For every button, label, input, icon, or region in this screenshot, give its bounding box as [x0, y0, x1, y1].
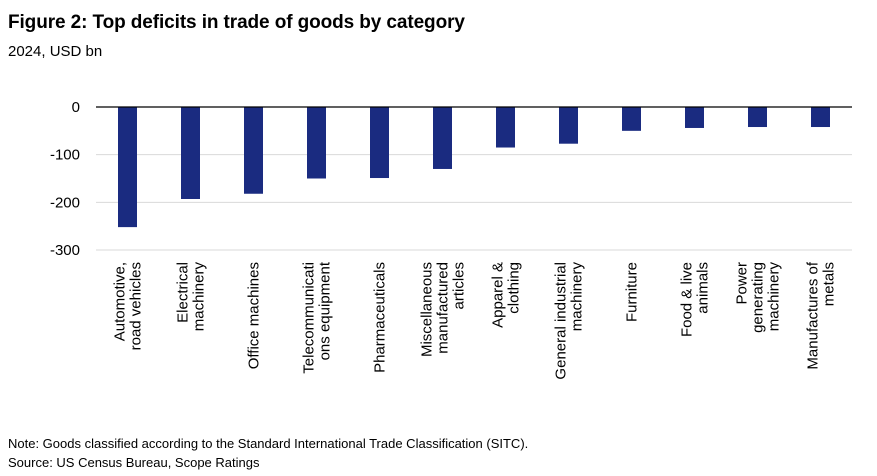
bar: [748, 107, 767, 128]
category-label-line: ons equipment: [317, 261, 334, 360]
category-label-line: Office machines: [246, 262, 263, 369]
category-label-line: machinery: [766, 262, 783, 332]
category-label-line: clothing: [506, 262, 523, 314]
y-tick-label: -300: [50, 242, 80, 259]
category-label: Office machines: [246, 262, 263, 369]
bar: [496, 107, 515, 148]
bar: [244, 107, 263, 194]
bar: [685, 107, 704, 128]
bars: [118, 107, 830, 228]
category-label: Automotive, road vehicles: [112, 262, 145, 350]
bar: [307, 107, 326, 179]
category-label: Electrical machinery: [175, 262, 208, 332]
category-label-line: Apparel &: [490, 262, 507, 328]
category-label-line: General industrial: [553, 262, 570, 380]
category-label-line: Furniture: [624, 262, 641, 322]
chart-source: Source: US Census Bureau, Scope Ratings: [8, 455, 260, 470]
bar: [370, 107, 389, 179]
y-axis-ticks: 0 -100 -200 -300: [50, 99, 80, 259]
bar: [118, 107, 137, 228]
category-label-line: metals: [821, 262, 838, 306]
gridlines: [96, 154, 852, 251]
category-label: Miscellaneous manufactured articles: [419, 262, 468, 357]
category-label-line: Pharmaceuticals: [372, 262, 389, 373]
category-label-line: Power: [734, 262, 751, 305]
category-label-line: animals: [695, 262, 712, 314]
bar: [559, 107, 578, 144]
y-tick-label: 0: [72, 99, 80, 116]
category-label-line: road vehicles: [128, 262, 145, 350]
category-label: Telecommunicati ons equipment: [301, 261, 334, 374]
chart-subtitle: 2024, USD bn: [8, 43, 103, 60]
category-label-line: manufactured: [435, 262, 452, 354]
y-tick-label: -200: [50, 194, 80, 211]
chart-note: Note: Goods classified according to the …: [8, 436, 529, 451]
category-label-line: generating: [750, 262, 767, 333]
y-tick-label: -100: [50, 147, 80, 164]
category-label-line: machinery: [191, 262, 208, 332]
bar-chart: 0 -100 -200 -300 Automotive, road vehicles El…: [50, 99, 852, 380]
category-label-line: Food & live: [679, 262, 696, 337]
bar: [811, 107, 830, 128]
category-labels: Automotive, road vehicles Electrical machin…: [112, 261, 838, 379]
bar: [433, 107, 452, 169]
category-label-line: Automotive,: [112, 262, 129, 341]
category-label-line: articles: [451, 262, 468, 310]
category-label-line: Electrical: [175, 262, 192, 323]
category-label: Food & live animals: [679, 262, 712, 337]
category-label-line: Telecommunicati: [301, 262, 318, 374]
category-label: General industrial machinery: [553, 262, 586, 380]
category-label-line: machinery: [569, 262, 586, 332]
category-label-line: Miscellaneous: [419, 262, 436, 357]
category-label: Apparel & clothing: [490, 262, 523, 328]
bar: [181, 107, 200, 199]
bar: [622, 107, 641, 131]
category-label: Manufactures of metals: [805, 261, 838, 369]
category-label: Furniture: [624, 262, 641, 322]
chart-title: Figure 2: Top deficits in trade of goods…: [8, 12, 465, 33]
category-label: Pharmaceuticals: [372, 262, 389, 373]
category-label-line: Manufactures of: [805, 261, 822, 369]
category-label: Power generating machinery: [734, 262, 783, 333]
